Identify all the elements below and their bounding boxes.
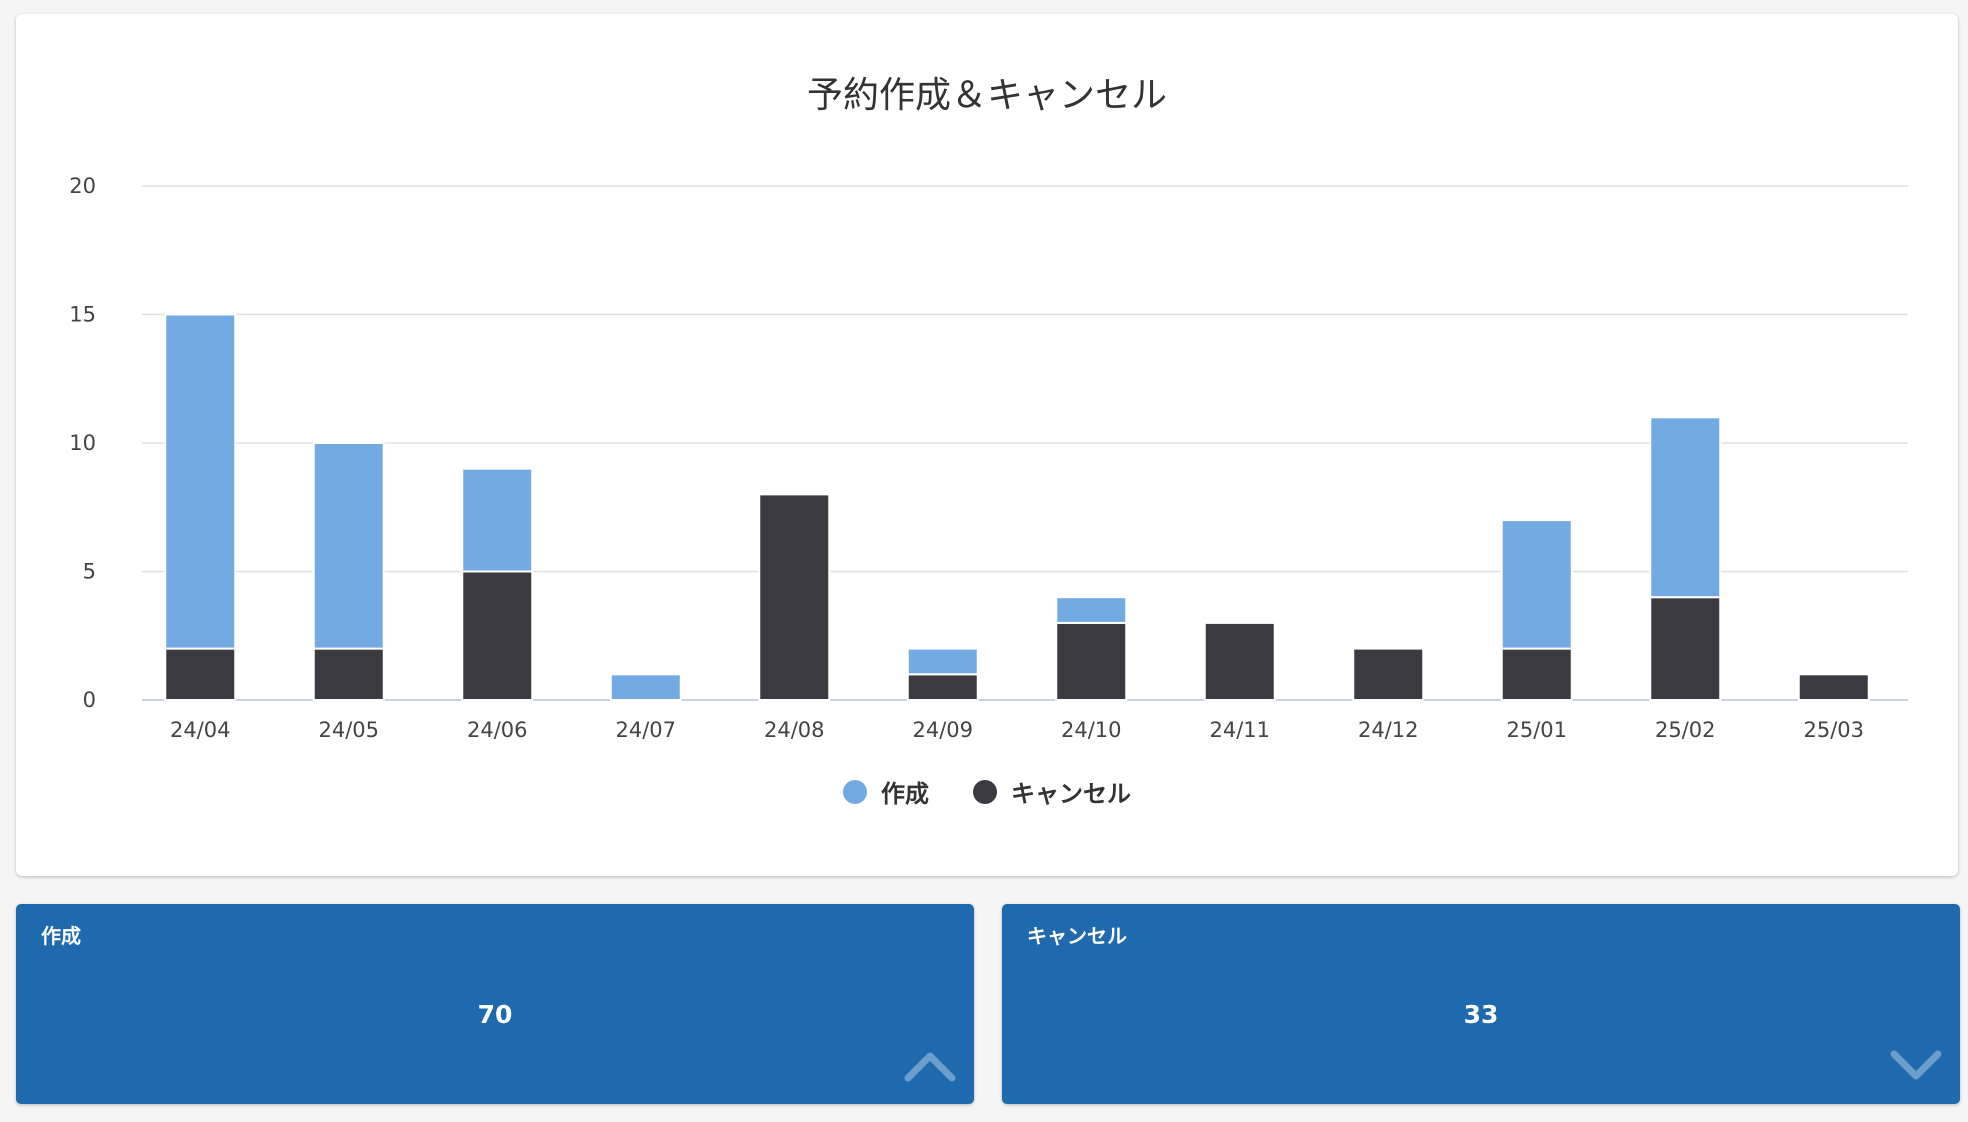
legend-dot-create: [843, 779, 867, 804]
stacked-bar-chart: 0 5 10 15 20 24/04 24/05 24/06 24/07 24/08 24/09 24…: [69, 174, 1908, 742]
kpi-label-cancel: キャンセル: [1027, 924, 1127, 948]
bar-cancel-24-12: [1352, 647, 1425, 701]
kpi-label-create: 作成: [41, 924, 81, 948]
bar-cancel-24-04: [164, 647, 237, 701]
bar-cancel-24-08: [758, 493, 831, 701]
x-tick-label-24-08: 24/08: [764, 718, 825, 742]
kpi-value-cancel: 33: [1463, 1000, 1499, 1029]
x-tick-label-24-04: 24/04: [170, 718, 231, 742]
x-tick-label-25-03: 25/03: [1803, 718, 1864, 742]
chart-title: 予約作成＆キャンセル: [806, 75, 1167, 116]
bar-create-24-10: [1055, 596, 1128, 624]
bar-create-24-05: [312, 442, 385, 650]
chart-card: 予約作成＆キャンセル 0 5 10 15 20 24/04 24/05 24/06 24/07 2…: [16, 14, 1958, 876]
x-tick-label-24-10: 24/10: [1061, 718, 1122, 742]
kpi-value-create: 70: [477, 1000, 513, 1029]
y-tick-label-15: 15: [69, 303, 96, 327]
y-tick-label-20: 20: [69, 174, 96, 198]
legend-item-create[interactable]: 作成: [843, 774, 929, 809]
x-tick-label-24-07: 24/07: [615, 718, 676, 742]
bar-cancel-24-06: [461, 570, 534, 701]
kpi-card-create: 作成 70: [16, 904, 974, 1104]
chevron-down-icon: [1890, 1050, 1942, 1080]
bar-cancel-24-10: [1055, 621, 1128, 702]
x-tick-label-25-02: 25/02: [1655, 718, 1716, 742]
legend-dot-cancel: [973, 779, 997, 804]
x-tick-label-24-09: 24/09: [912, 718, 973, 742]
bar-cancel-25-02: [1649, 596, 1722, 702]
bar-create-25-02: [1649, 416, 1722, 599]
legend-item-cancel[interactable]: キャンセル: [973, 774, 1131, 809]
x-tick-label-25-01: 25/01: [1506, 718, 1567, 742]
kpi-card-cancel: キャンセル 33: [1002, 904, 1960, 1104]
chevron-up-icon: [904, 1052, 956, 1082]
bar-cancel-25-03: [1797, 673, 1870, 701]
bar-cancel-24-09: [906, 673, 979, 701]
bar-cancel-25-01: [1500, 647, 1573, 701]
legend-label-create: 作成: [881, 780, 929, 808]
x-tick-label-24-06: 24/06: [467, 718, 528, 742]
y-tick-label-0: 0: [83, 688, 96, 712]
y-tick-label-10: 10: [69, 431, 96, 455]
legend-label-cancel: キャンセル: [1011, 780, 1131, 808]
chart-legend: 作成 キャンセル: [16, 774, 1958, 809]
bar-create-24-06: [461, 467, 534, 573]
x-tick-label-24-12: 24/12: [1358, 718, 1419, 742]
x-tick-label-24-05: 24/05: [318, 718, 379, 742]
y-tick-label-5: 5: [83, 560, 96, 584]
bar-create-24-07: [609, 673, 682, 701]
bar-cancel-24-05: [312, 647, 385, 701]
bar-create-25-01: [1500, 519, 1573, 650]
x-tick-label-24-11: 24/11: [1209, 718, 1270, 742]
bar-cancel-24-11: [1203, 621, 1276, 702]
bar-create-24-09: [906, 647, 979, 676]
bar-create-24-04: [164, 313, 237, 650]
